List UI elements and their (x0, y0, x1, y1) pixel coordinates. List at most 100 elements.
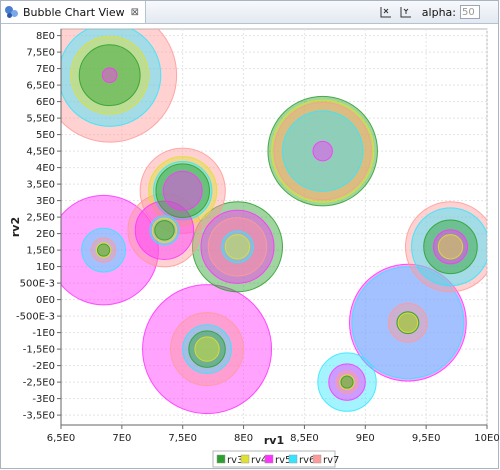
x-tick-label: 9E0 (356, 433, 375, 444)
y-tick-label: 5,5E0 (26, 114, 55, 125)
y-tick-label: 1,5E0 (26, 246, 55, 257)
y-tick-label: 7,5E0 (26, 48, 55, 59)
tab-bubble-chart-view[interactable]: Bubble Chart View ⊠ (1, 1, 147, 23)
bubble-rv5-point-0 (101, 67, 118, 84)
bubble-rv6-point-4 (149, 215, 180, 246)
bubble-rv7-point-8 (387, 302, 428, 343)
bubble-chart: 8E0 7,5E0 7E0 6,5E0 6E0 5,5E0 5E0 4,5E0 4E0 3,5E0… (9, 28, 499, 468)
bubble-rv3-point-3 (97, 243, 111, 257)
legend-label-rv4: rv4 (251, 455, 267, 466)
y-tick-label: 3,5E0 (26, 180, 55, 191)
y-axis-icon[interactable] (398, 4, 414, 20)
bubble-rv5-point-9 (328, 363, 366, 401)
bubble-rv7-point-6 (404, 201, 487, 293)
bubble-rv5-point-4 (134, 200, 195, 261)
legend-swatch-rv7 (312, 454, 322, 464)
bubble-rv4-point-7 (194, 336, 220, 362)
bubble-rv3-point-0 (78, 44, 141, 107)
y-tick-label: -2E0 (32, 361, 55, 372)
bubble-rv3-point-7 (188, 330, 226, 368)
bubble-rv6-point-8 (351, 266, 465, 380)
y-axis: 8E0 7,5E0 7E0 6,5E0 6E0 5,5E0 5E0 4,5E0 4E0 3,5E0… (16, 29, 62, 425)
bubble-rv7-point-4 (127, 193, 202, 268)
bubble-rv3-point-6 (423, 219, 478, 275)
x-tick-label: 7E0 (112, 433, 131, 444)
bubble-rv6-point-1 (282, 110, 364, 192)
bubble-rv4-point-0 (70, 35, 150, 115)
bubble-rv7-point-1 (273, 101, 372, 201)
bubble-rv7-point-7 (170, 312, 245, 387)
bubbles (61, 29, 487, 415)
bubble-rv6-point-9 (317, 352, 377, 412)
plot-area (60, 28, 488, 426)
bubble-rv7-point-2 (139, 147, 226, 234)
bubble-rv7-point-5 (207, 217, 268, 277)
y-tick-label: 7E0 (36, 64, 55, 75)
bubble-rv3-point-2 (155, 163, 210, 218)
close-icon[interactable]: ⊠ (130, 6, 140, 18)
y-tick-label: 5E0 (36, 130, 55, 141)
y-tick-label: 8E0 (36, 31, 55, 42)
legend-swatch-rv6 (288, 454, 298, 464)
bubble-rv6-point-3 (81, 227, 127, 273)
alpha-label: alpha: (421, 5, 456, 19)
view-toolbar: alpha: (378, 3, 480, 21)
bubble-rv6-point-0 (61, 29, 162, 127)
bubble-rv6-point-7 (182, 324, 232, 374)
y-axis-title: rv2 (9, 217, 22, 237)
x-tick-label: 9,5E0 (412, 433, 441, 444)
x-tick-label: 7,5E0 (168, 433, 197, 444)
bubble-rv4-point-5 (224, 234, 251, 260)
bubble-rv7-point-3 (90, 237, 117, 263)
alpha-input[interactable] (460, 5, 480, 19)
y-tick-label: -1,5E0 (23, 345, 55, 356)
bubble-rv3-point-8 (396, 311, 420, 335)
bubble-rv4-point-1 (271, 99, 375, 203)
x-axis-title: rv1 (264, 434, 284, 447)
legend-label-rv6: rv6 (299, 455, 315, 466)
y-tick-label: 0E0 (36, 295, 55, 306)
bubble-rv3-point-9 (340, 375, 354, 389)
bubble-rv4-point-9 (339, 374, 355, 390)
legend-label-rv3: rv3 (227, 455, 243, 466)
x-tick-label: 6,5E0 (47, 433, 76, 444)
bubble-rv4-point-6 (437, 234, 464, 260)
bubble-rv6-point-6 (411, 207, 487, 287)
bubble-rv4-point-2 (148, 156, 218, 226)
legend-label-rv7: rv7 (323, 455, 339, 466)
y-tick-label: -500E-3 (16, 312, 55, 323)
view-tab-bar: Bubble Chart View ⊠ alpha: (1, 1, 498, 24)
legend-label-rv5: rv5 (275, 455, 291, 466)
bubble-rv3-point-4 (154, 220, 175, 241)
y-tick-label: 3E0 (36, 196, 55, 207)
y-tick-label: -3,5E0 (23, 411, 55, 422)
y-tick-label: 2E0 (36, 229, 55, 240)
bubble-rv5-point-1 (312, 140, 333, 162)
y-tick-label: -2,5E0 (23, 378, 55, 389)
bubble-chart-icon (5, 5, 19, 19)
legend-swatch-rv5 (264, 454, 274, 464)
x-axis: 6,5E0 7E0 7,5E0 8E0 8,5E0 9E0 9,5E0 10E0 (47, 424, 499, 444)
bubble-rv5-point-2 (162, 170, 203, 211)
x-axis-icon[interactable] (378, 4, 394, 20)
bubble-rv5-point-7 (142, 284, 273, 415)
x-tick-label: 8E0 (234, 433, 253, 444)
y-tick-label: 2,5E0 (26, 213, 55, 224)
x-tick-label: 10E0 (474, 433, 499, 444)
tab-title: Bubble Chart View (23, 5, 125, 19)
y-tick-label: 6E0 (36, 97, 55, 108)
legend: rv3 rv4 rv5 rv6 rv7 (212, 450, 339, 468)
bubble-rv5-point-5 (200, 209, 275, 284)
bubble-rv6-point-5 (221, 230, 254, 264)
y-tick-label: 1E0 (36, 262, 55, 273)
bubble-rv7-point-0 (61, 29, 178, 143)
y-tick-label: 4E0 (36, 163, 55, 174)
y-tick-label: 6,5E0 (26, 81, 55, 92)
bubble-rv4-point-3 (95, 242, 112, 258)
legend-swatch-rv3 (216, 454, 226, 464)
bubble-rv4-point-4 (151, 217, 178, 243)
y-tick-label: -1E0 (32, 328, 55, 339)
legend-swatch-rv4 (240, 454, 250, 464)
y-tick-label: 4,5E0 (26, 147, 55, 158)
